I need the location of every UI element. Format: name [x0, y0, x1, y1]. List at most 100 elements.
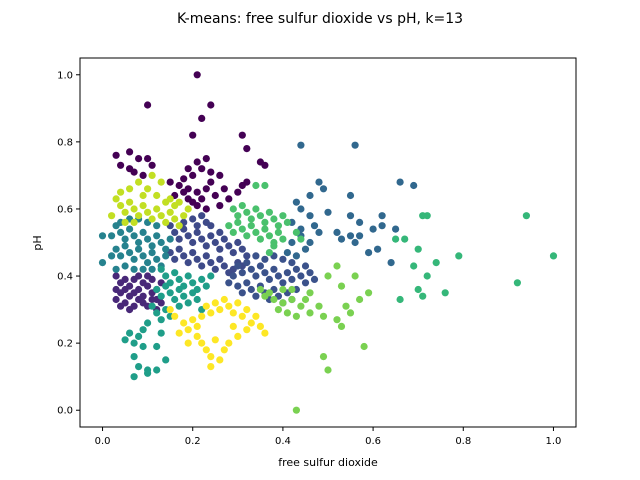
cluster-3-point-19: [333, 228, 341, 236]
cluster-5-point-25: [148, 249, 156, 257]
cluster-0-point-10: [144, 155, 152, 163]
cluster-7-point-12: [396, 295, 404, 304]
cluster-10-point-3: [157, 178, 165, 186]
cluster-8-point-31: [297, 235, 305, 243]
cluster-3-point-2: [396, 178, 404, 186]
cluster-8-point-14: [283, 218, 291, 226]
cluster-2-point-5: [189, 238, 197, 247]
cluster-1-point-25: [148, 275, 156, 283]
cluster-10-point-8: [126, 198, 134, 206]
cluster-11-point-10: [211, 299, 219, 307]
cluster-6-point-22: [148, 302, 156, 310]
cluster-0-point-14: [184, 165, 192, 173]
cluster-6-point-41: [157, 329, 165, 337]
cluster-5-point-1: [98, 259, 107, 267]
cluster-4-point-2: [243, 259, 251, 267]
cluster-2-point-25: [198, 262, 206, 270]
cluster-0-point-2: [144, 101, 152, 109]
cluster-5-point-6: [121, 235, 129, 243]
cluster-1-point-10: [112, 295, 120, 304]
cluster-5-point-26: [153, 255, 161, 263]
cluster-5-point-15: [162, 245, 170, 253]
cluster-4-point-37: [288, 259, 296, 267]
cluster-2-point-2: [175, 235, 183, 243]
cluster-6-point-16: [171, 295, 179, 304]
cluster-1-point-26: [112, 285, 120, 294]
cluster-5-point-22: [135, 245, 143, 253]
cluster-5-point-11: [144, 235, 152, 243]
cluster-10-point-18: [171, 215, 179, 223]
cluster-3-point-30: [288, 238, 296, 247]
cluster-11-point-22: [193, 332, 201, 340]
y-tick-label: 0.8: [57, 137, 73, 148]
cluster-8-point-27: [279, 235, 287, 243]
cluster-8-point-30: [292, 228, 300, 236]
cluster-6-point-28: [139, 326, 147, 334]
cluster-0-point-30: [211, 191, 219, 200]
cluster-2-point-24: [193, 255, 201, 263]
cluster-8-point-12: [274, 222, 282, 230]
cluster-11-point-32: [211, 336, 219, 344]
cluster-3-point-12: [346, 212, 355, 220]
x-tick-label: 0.6: [365, 436, 381, 447]
cluster-5-point-21: [130, 255, 138, 263]
cluster-0-point-31: [220, 185, 228, 193]
cluster-4-point-34: [261, 255, 269, 263]
cluster-9-point-24: [265, 289, 273, 297]
cluster-5-point-17: [112, 245, 120, 253]
x-tick-label: 0.0: [95, 436, 111, 447]
cluster-5-point-16: [166, 235, 174, 243]
cluster-6-point-11: [207, 272, 215, 280]
cluster-3-point-29: [387, 259, 395, 267]
cluster-5-point-8: [130, 232, 138, 240]
cluster-0-point-5: [238, 131, 246, 139]
cluster-6-point-1: [162, 272, 170, 280]
cluster-2-point-17: [243, 252, 251, 260]
cluster-10-point-21: [117, 188, 125, 196]
cluster-11-point-1: [171, 312, 179, 320]
cluster-7-point-13: [414, 285, 422, 294]
cluster-4-point-0: [234, 262, 242, 270]
cluster-0-point-27: [207, 178, 215, 186]
cluster-3-point-22: [356, 232, 364, 240]
cluster-10-point-10: [135, 212, 143, 220]
cluster-3-point-35: [292, 252, 300, 260]
x-tick-label: 0.4: [275, 436, 291, 447]
cluster-2-point-7: [198, 235, 206, 243]
cluster-6-point-29: [135, 332, 143, 340]
cluster-7-point-8: [423, 272, 431, 280]
cluster-8-point-2: [229, 205, 237, 213]
cluster-8-point-8: [256, 212, 264, 220]
cluster-6-point-13: [157, 292, 165, 300]
cluster-5-point-5: [117, 228, 125, 236]
y-tick-label: 1.0: [57, 70, 73, 81]
cluster-4-point-7: [265, 275, 273, 283]
cluster-6-point-37: [144, 369, 152, 377]
cluster-6-point-24: [157, 316, 165, 324]
cluster-5-point-12: [148, 242, 156, 250]
cluster-10-point-7: [121, 208, 129, 216]
cluster-3-point-18: [315, 228, 323, 236]
cluster-0-point-34: [243, 178, 251, 186]
cluster-2-point-34: [189, 215, 197, 223]
cluster-1-point-27: [126, 292, 134, 300]
cluster-8-point-5: [243, 208, 251, 216]
cluster-2-point-29: [216, 255, 224, 263]
cluster-2-point-35: [193, 222, 201, 230]
cluster-2-point-4: [184, 232, 192, 240]
cluster-9-point-19: [279, 299, 287, 307]
cluster-8-point-7: [252, 205, 260, 213]
cluster-0-point-7: [112, 151, 120, 159]
cluster-8-point-13: [279, 212, 287, 220]
cluster-0-point-6: [243, 145, 251, 153]
cluster-10-point-26: [166, 195, 174, 203]
cluster-9-point-28: [292, 312, 300, 320]
cluster-7-point-11: [392, 235, 400, 243]
cluster-9-point-0: [292, 406, 300, 414]
cluster-9-point-10: [337, 282, 346, 290]
cluster-3-point-13: [378, 212, 386, 220]
cluster-0-point-21: [180, 175, 188, 183]
cluster-3-point-0: [297, 141, 305, 149]
cluster-2-point-12: [220, 235, 228, 243]
cluster-4-point-8: [270, 265, 278, 273]
